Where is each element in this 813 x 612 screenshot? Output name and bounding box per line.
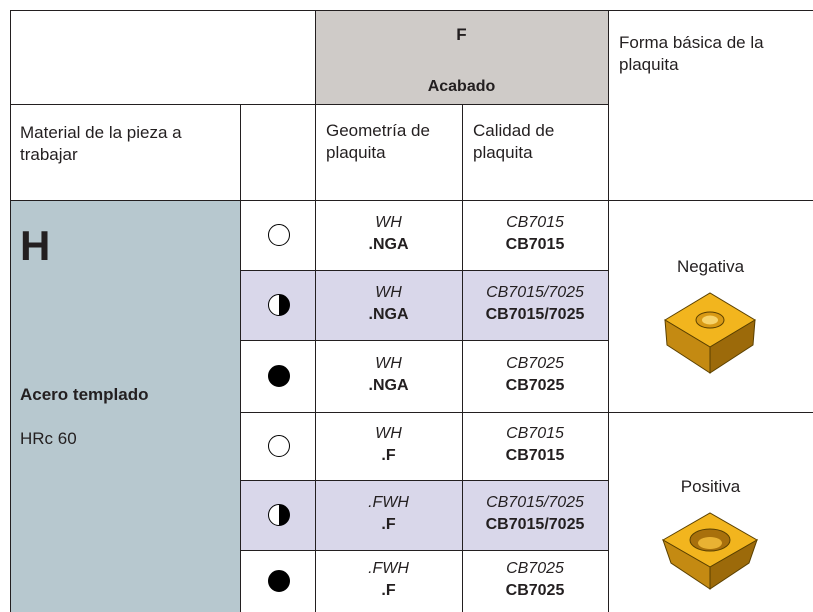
shape-label: Negativa [676,257,745,276]
group-name: Acabado [427,78,496,95]
grade-line: CB7015 [505,447,565,464]
geometry-line: .NGA [368,306,409,323]
rule [240,270,608,271]
grade-line: CB7015 [506,214,564,231]
condition-icon [268,224,290,246]
rule [10,200,813,201]
rule [10,10,11,612]
rule [10,10,813,11]
rule [462,104,463,612]
rule [240,104,241,612]
material-name: Acero templado [20,385,149,404]
geometry-heading: Geometría de plaquita [326,121,430,162]
condition-icon [268,435,290,457]
group-code: F [456,25,467,44]
geometry-line: .FWH [368,494,409,511]
grade-line: CB7025 [505,377,565,394]
grade-line: CB7015/7025 [485,516,585,533]
material-hardness: HRc 60 [20,429,77,448]
material-code: H [20,222,51,269]
condition-icon [268,570,290,592]
grade-line: CB7015/7025 [485,306,585,323]
grade-line: CB7015/7025 [486,284,584,301]
geometry-line: .NGA [368,377,409,394]
shape-label: Positiva [680,477,741,496]
rule [10,104,608,105]
geometry-line: WH [375,355,402,372]
geometry-line: .F [381,516,396,533]
rule [240,412,813,413]
grade-line: CB7015/7025 [486,494,584,511]
condition-icon [268,294,290,316]
material-fill [10,200,240,612]
grade-line: CB7015 [505,236,565,253]
geometry-line: WH [375,284,402,301]
insert-negative [664,292,756,374]
geometry-line: .FWH [368,560,409,577]
rule [608,10,609,612]
condition-icon [268,504,290,526]
grade-line: CB7015 [506,425,564,442]
shape-heading: Forma básica de la plaquita [619,33,764,74]
rule [240,340,608,341]
geometry-line: .F [381,582,396,599]
geometry-line: .NGA [368,236,409,253]
rule [315,10,316,612]
row-fill [240,270,608,340]
grade-line: CB7025 [505,582,565,599]
row-fill [240,480,608,550]
grade-heading: Calidad de plaquita [473,121,555,162]
material-heading: Material de la pieza a trabajar [20,123,182,164]
header-fill [315,10,608,104]
geometry-line: WH [375,425,402,442]
insert-positive [661,512,759,590]
rule [240,480,608,481]
rule [240,550,608,551]
grade-line: CB7025 [506,560,564,577]
geometry-line: .F [381,447,396,464]
grade-line: CB7025 [506,355,564,372]
condition-icon [268,365,290,387]
geometry-line: WH [375,214,402,231]
